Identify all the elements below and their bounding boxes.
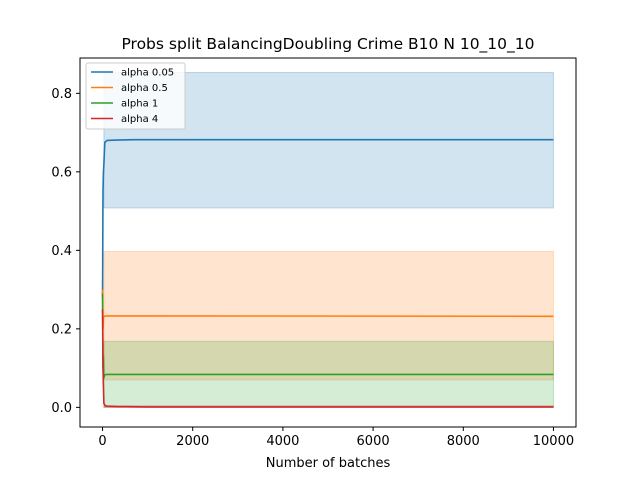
- legend: alpha 0.05 alpha 0.5 alpha 1 alpha 4: [85, 62, 186, 130]
- x-tick-label: 8000: [447, 434, 480, 449]
- x-tick-label: 10000: [533, 434, 574, 449]
- x-axis-label: Number of batches: [266, 456, 391, 471]
- legend-label-alpha-0-5: alpha 0.5: [121, 83, 168, 94]
- x-tick-label: 6000: [357, 434, 390, 449]
- x-axis: 0 2000 4000 6000 8000 10000: [98, 427, 574, 449]
- y-axis: 0.0 0.2 0.4 0.6 0.8: [51, 87, 80, 416]
- legend-box: [85, 62, 186, 130]
- legend-label-alpha-1: alpha 1: [121, 99, 158, 110]
- y-tick-label: 0.6: [51, 165, 72, 180]
- y-tick-label: 0.8: [51, 87, 72, 102]
- x-tick-label: 0: [98, 434, 106, 449]
- plot-frame: [79, 57, 577, 428]
- legend-label-alpha-4: alpha 4: [121, 114, 158, 125]
- series-lines: [101, 138, 554, 408]
- series-line-alpha-4: [101, 309, 554, 408]
- y-tick-label: 0.2: [51, 322, 72, 337]
- chart-title: Probs split BalancingDoubling Crime B10 …: [121, 35, 534, 54]
- series-line-alpha-0-05: [101, 138, 554, 298]
- legend-label-alpha-0-05: alpha 0.05: [121, 68, 174, 79]
- x-tick-label: 4000: [266, 434, 299, 449]
- y-tick-label: 0.0: [51, 401, 72, 416]
- y-tick-label: 0.4: [51, 244, 72, 259]
- x-tick-label: 2000: [176, 434, 209, 449]
